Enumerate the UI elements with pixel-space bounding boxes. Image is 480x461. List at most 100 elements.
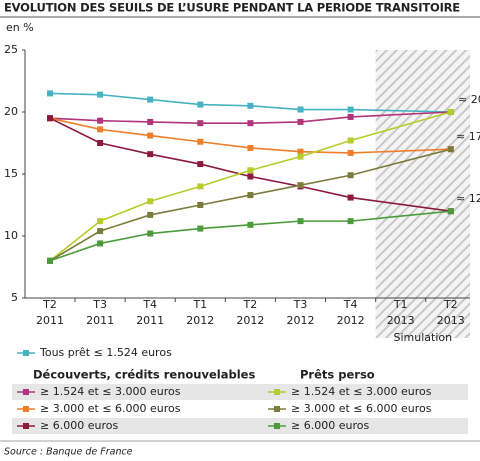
- point: [297, 118, 304, 125]
- series-line-bridge: [350, 148, 452, 177]
- x-tick-label: 2013: [387, 314, 415, 327]
- x-tick-label: 2011: [36, 314, 64, 327]
- legend-band: [12, 418, 468, 434]
- point: [347, 137, 354, 144]
- x-tick-label: T3: [293, 298, 308, 311]
- point: [47, 90, 53, 97]
- point: [147, 118, 154, 125]
- point: [247, 173, 254, 180]
- point: [97, 126, 104, 133]
- point: [197, 101, 204, 108]
- legend-marker: [23, 389, 29, 395]
- legend-label: ≥ 3.000 et ≤ 6.000 euros: [40, 402, 181, 415]
- legend-label: ≥ 6.000 euros: [40, 419, 118, 432]
- x-tick-label: 2012: [236, 314, 264, 327]
- legend-marker: [274, 389, 280, 395]
- x-tick-label: 2012: [287, 314, 315, 327]
- point: [97, 218, 104, 225]
- source: Source : Banque de France: [4, 447, 133, 458]
- point: [97, 140, 104, 146]
- point: [97, 117, 104, 124]
- point: [97, 228, 104, 235]
- point: [447, 109, 454, 115]
- point: [347, 218, 354, 225]
- x-tick-label: 2013: [437, 314, 465, 327]
- point: [47, 115, 53, 122]
- point: [347, 106, 354, 113]
- point: [297, 148, 304, 155]
- point: [247, 144, 254, 151]
- point: [147, 211, 154, 218]
- x-tick-label: 2012: [337, 314, 365, 327]
- y-tick-label: 10: [4, 229, 18, 242]
- x-tick-label: 2011: [86, 314, 114, 327]
- legend-label: ≥ 1.524 et ≤ 3.000 euros: [40, 385, 181, 398]
- point: [347, 172, 354, 179]
- point: [197, 225, 204, 232]
- point: [347, 194, 354, 201]
- legend-marker: [23, 350, 29, 356]
- legend-band: [12, 384, 468, 400]
- legend-label: ≥ 6.000 euros: [291, 419, 369, 432]
- point: [297, 182, 304, 189]
- x-tick-label: T1: [393, 298, 408, 311]
- annotation: ≈ 20: [458, 93, 480, 106]
- x-tick-label: 2012: [186, 314, 214, 327]
- annotation: ≈ 12: [456, 192, 480, 205]
- legend-marker: [23, 406, 29, 412]
- legend-marker: [23, 423, 29, 429]
- x-tick-label: 2011: [136, 314, 164, 327]
- point: [47, 257, 53, 264]
- legend-label: ≥ 3.000 et ≤ 6.000 euros: [291, 402, 432, 415]
- x-tick-label: T4: [142, 298, 157, 311]
- x-tick-label: T4: [343, 298, 358, 311]
- legend-marker: [274, 406, 280, 412]
- point: [197, 183, 204, 190]
- point: [297, 153, 304, 160]
- point: [247, 102, 254, 109]
- point: [197, 138, 204, 145]
- legend-label: ≥ 1.524 et ≤ 3.000 euros: [291, 385, 432, 398]
- x-tick-label: T2: [443, 298, 458, 311]
- point: [147, 96, 154, 103]
- series-line-bridge: [350, 196, 451, 212]
- point: [447, 208, 454, 215]
- x-tick-label: T1: [192, 298, 207, 311]
- series-line-bridge: [350, 148, 451, 154]
- point: [97, 91, 104, 98]
- point: [197, 120, 204, 127]
- series-line-bridge: [350, 111, 451, 118]
- legend-group-title: Prêts perso: [300, 368, 375, 382]
- point: [247, 221, 254, 228]
- point: [247, 120, 254, 127]
- point: [247, 192, 254, 199]
- legend-marker: [274, 423, 280, 429]
- annotation: ≈ 17: [456, 130, 480, 143]
- point: [147, 132, 154, 139]
- series-line-bridge: [350, 111, 452, 142]
- point: [297, 106, 304, 113]
- series-line-bridge: [350, 108, 451, 113]
- point: [297, 218, 304, 225]
- simulation-label: Simulation: [394, 331, 453, 344]
- legend-label: Tous prêt ≤ 1.524 euros: [39, 346, 172, 359]
- point: [247, 167, 254, 174]
- y-axis-label: en %: [6, 21, 34, 34]
- point: [147, 198, 154, 205]
- y-tick-label: 25: [4, 43, 18, 56]
- y-tick-label: 5: [11, 291, 18, 304]
- point: [447, 146, 454, 153]
- x-tick-label: T2: [243, 298, 258, 311]
- y-tick-label: 20: [4, 105, 18, 118]
- point: [97, 240, 104, 247]
- y-tick-label: 15: [4, 167, 18, 180]
- series-line-bridge: [350, 210, 451, 222]
- point: [197, 161, 204, 168]
- legend-group-title: Découverts, crédits renouvelables: [33, 368, 255, 382]
- chart-title: EVOLUTION DES SEUILS DE L’USURE PENDANT …: [4, 1, 460, 15]
- point: [147, 230, 154, 237]
- x-tick-label: T3: [92, 298, 107, 311]
- point: [347, 149, 354, 156]
- simulation-zone: [375, 50, 470, 338]
